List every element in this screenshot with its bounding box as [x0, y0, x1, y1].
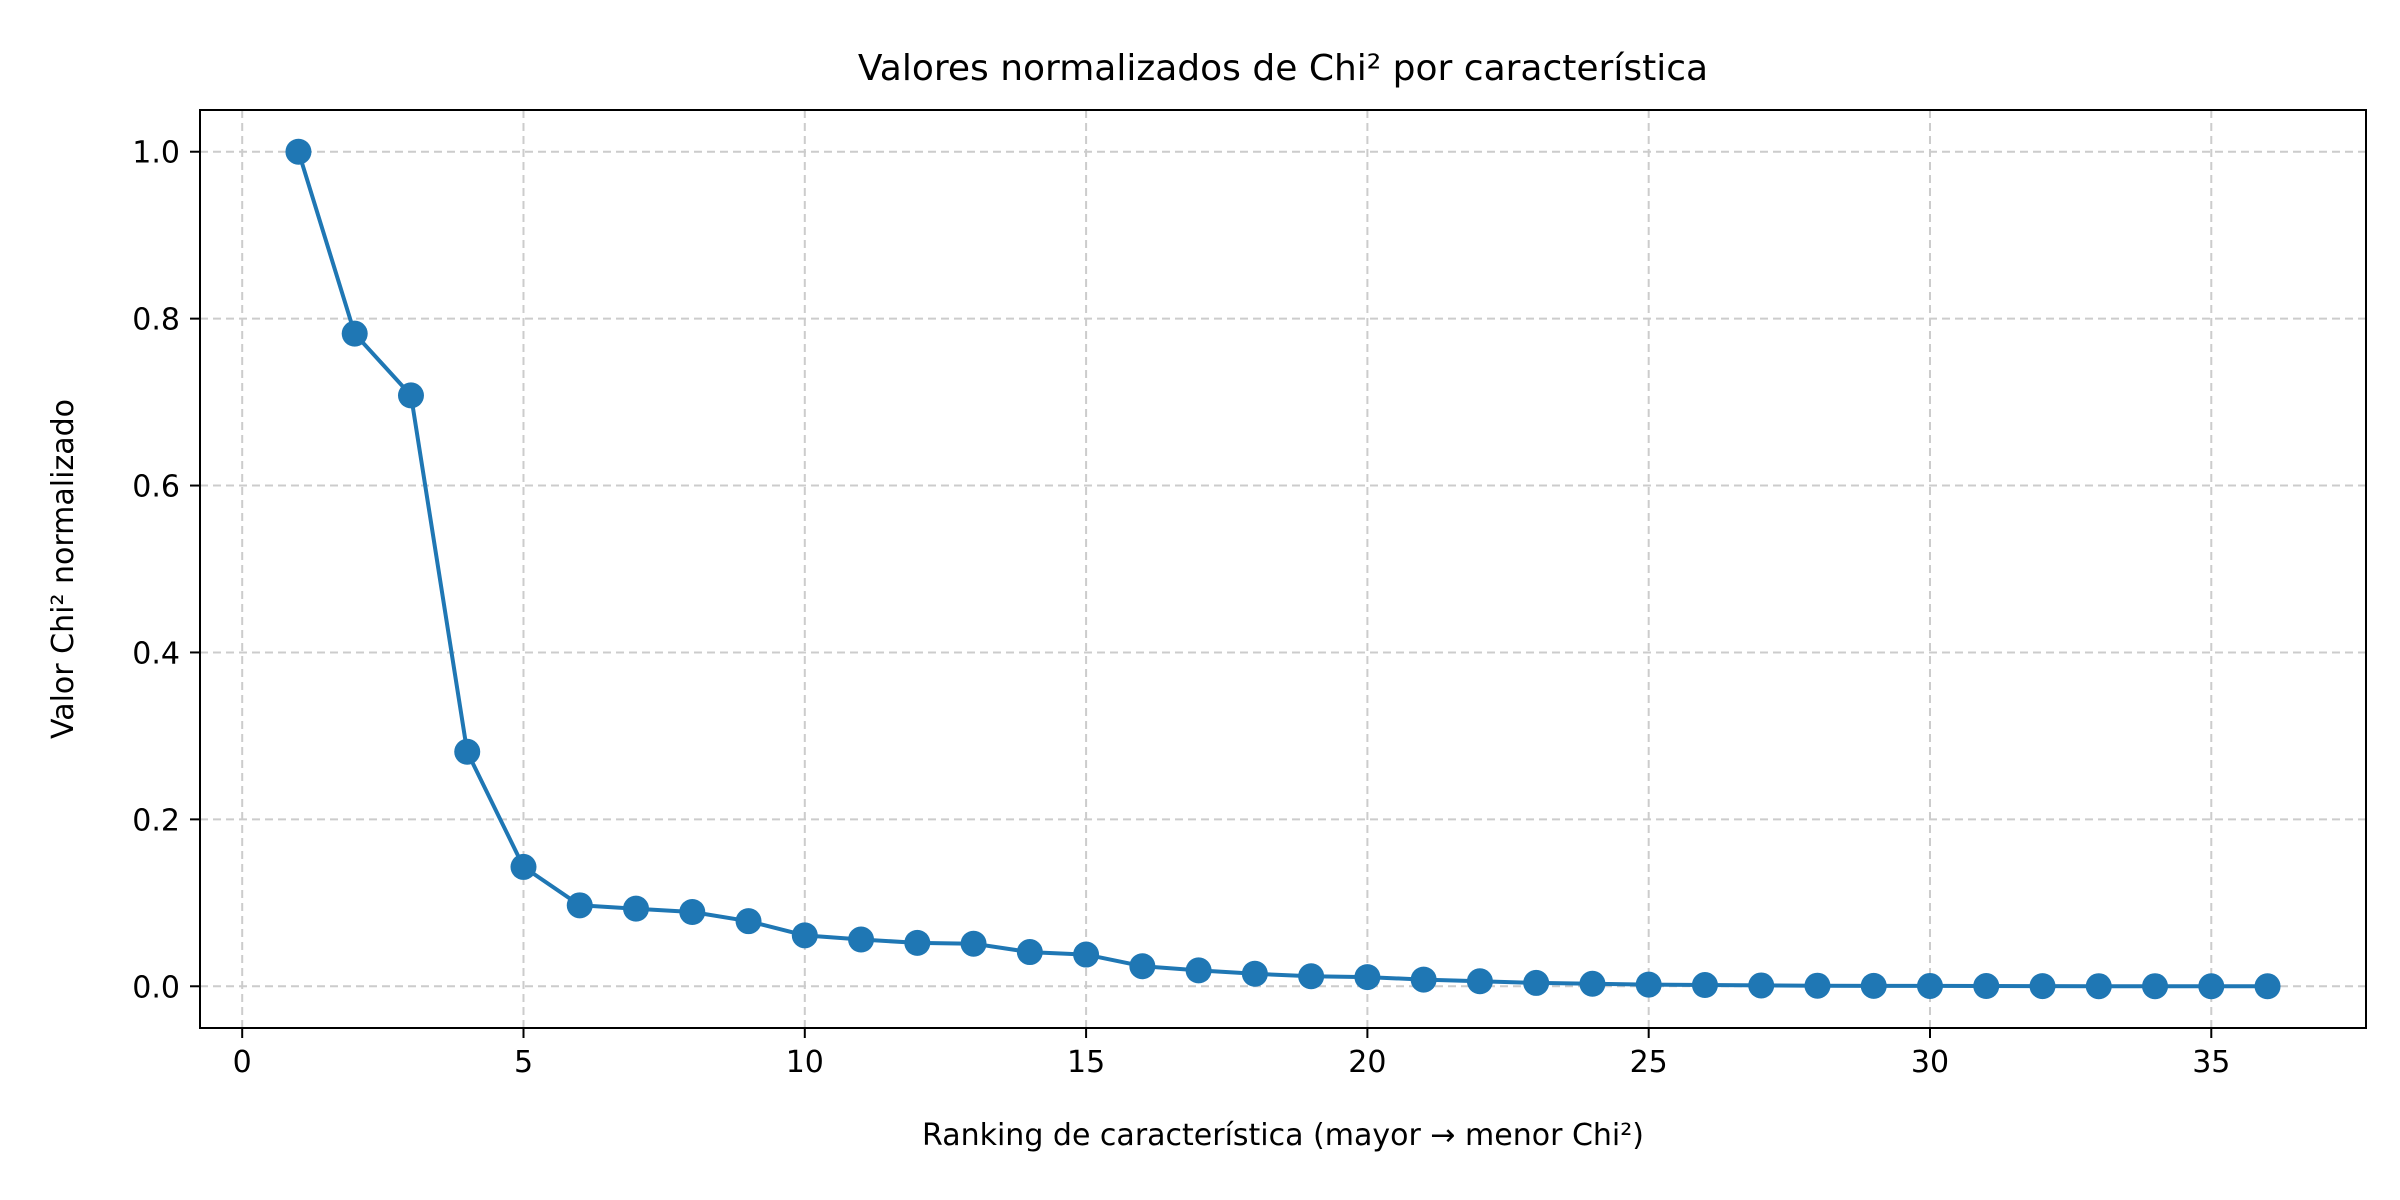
data-point	[1635, 971, 1662, 998]
x-axis: 0 5 10 15 20 25 30 35	[233, 1028, 2230, 1080]
data-point	[1185, 957, 1212, 984]
data-point	[1129, 953, 1156, 980]
y-tick-label: 0.2	[132, 803, 180, 838]
x-tick-label: 30	[1911, 1045, 1949, 1080]
y-axis: 0.0 0.2 0.4 0.6 0.8 1.0	[132, 136, 200, 1005]
data-point	[2254, 973, 2281, 1000]
data-point	[904, 929, 931, 956]
data-point	[1804, 972, 1831, 999]
y-axis-label: Valor Chi² normalizado	[46, 399, 81, 739]
data-point	[1016, 939, 1043, 966]
data-point	[285, 138, 312, 165]
data-point	[623, 895, 650, 922]
data-point	[510, 853, 537, 880]
x-axis-label: Ranking de característica (mayor → menor…	[922, 1118, 1644, 1153]
data-point	[1523, 969, 1550, 996]
data-point	[1973, 973, 2000, 1000]
x-tick-label: 10	[786, 1045, 824, 1080]
series-layer	[285, 138, 2281, 1000]
data-point	[1579, 970, 1606, 997]
data-point	[735, 908, 762, 935]
data-point	[1748, 972, 1775, 999]
y-tick-label: 1.0	[132, 136, 180, 171]
y-tick-label: 0.6	[132, 470, 180, 505]
data-point	[1410, 966, 1437, 993]
data-point	[960, 930, 987, 957]
grid	[200, 110, 2366, 1028]
data-point	[1354, 964, 1381, 991]
data-point	[679, 898, 706, 925]
data-point	[2142, 973, 2169, 1000]
data-point	[1298, 963, 1325, 990]
data-point	[2198, 973, 2225, 1000]
y-tick-label: 0.8	[132, 303, 180, 338]
data-point	[1691, 972, 1718, 999]
x-tick-label: 35	[2192, 1045, 2230, 1080]
data-point	[397, 382, 424, 409]
data-point	[1073, 941, 1100, 968]
data-point	[1241, 960, 1268, 987]
data-point	[566, 892, 593, 919]
data-point	[791, 922, 818, 949]
x-tick-label: 25	[1630, 1045, 1668, 1080]
y-tick-label: 0.0	[132, 970, 180, 1005]
data-point	[1916, 972, 1943, 999]
plot-frame	[199, 109, 2367, 1029]
x-tick-label: 0	[233, 1045, 252, 1080]
data-point	[1466, 968, 1493, 995]
data-point	[2085, 973, 2112, 1000]
x-tick-label: 15	[1067, 1045, 1105, 1080]
data-point	[454, 738, 481, 765]
data-point	[1860, 972, 1887, 999]
y-tick-label: 0.4	[132, 636, 180, 671]
data-point	[341, 320, 368, 347]
data-point	[848, 926, 875, 953]
x-tick-label: 5	[514, 1045, 533, 1080]
x-tick-label: 20	[1348, 1045, 1386, 1080]
chart-title: Valores normalizados de Chi² por caracte…	[858, 48, 1708, 89]
data-point	[2029, 973, 2056, 1000]
